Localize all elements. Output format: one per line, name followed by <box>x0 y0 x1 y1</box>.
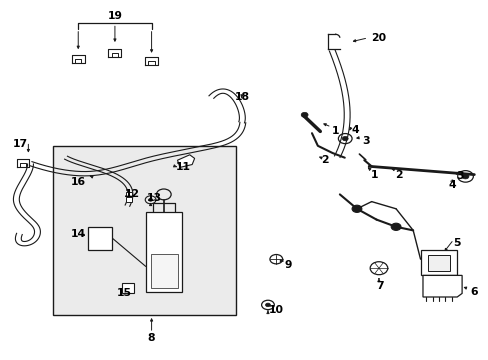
Bar <box>150 254 177 288</box>
Text: 8: 8 <box>147 333 155 343</box>
Circle shape <box>148 198 152 201</box>
Text: 4: 4 <box>447 180 455 190</box>
Text: 14: 14 <box>71 229 85 239</box>
Text: 1: 1 <box>331 126 339 136</box>
Text: 3: 3 <box>455 171 463 181</box>
Text: 17: 17 <box>13 139 28 149</box>
Circle shape <box>390 223 400 230</box>
Text: 16: 16 <box>71 177 85 187</box>
Text: 3: 3 <box>361 136 369 146</box>
Text: 2: 2 <box>321 155 328 165</box>
Text: 4: 4 <box>351 125 359 135</box>
Circle shape <box>265 303 270 307</box>
Bar <box>145 212 182 292</box>
Text: 6: 6 <box>469 287 477 297</box>
Bar <box>427 255 449 271</box>
Text: 5: 5 <box>452 238 460 248</box>
Text: 19: 19 <box>107 11 122 21</box>
Text: 15: 15 <box>117 288 132 298</box>
Text: 18: 18 <box>234 92 249 102</box>
Text: 7: 7 <box>376 281 384 291</box>
Bar <box>126 197 132 202</box>
Circle shape <box>461 174 468 179</box>
Text: 9: 9 <box>284 260 292 270</box>
Text: 2: 2 <box>394 170 402 180</box>
Text: 1: 1 <box>369 170 377 180</box>
Circle shape <box>342 136 347 141</box>
Circle shape <box>301 112 307 117</box>
Text: 11: 11 <box>176 162 190 172</box>
Text: 10: 10 <box>268 305 283 315</box>
Bar <box>420 250 456 275</box>
Polygon shape <box>177 155 194 167</box>
Polygon shape <box>422 275 461 297</box>
Text: 12: 12 <box>124 189 139 199</box>
Bar <box>88 227 112 250</box>
Bar <box>53 146 236 315</box>
Text: 13: 13 <box>146 193 161 203</box>
Bar <box>126 192 132 196</box>
Circle shape <box>351 205 361 212</box>
Text: 20: 20 <box>371 33 386 43</box>
Bar <box>122 283 134 293</box>
